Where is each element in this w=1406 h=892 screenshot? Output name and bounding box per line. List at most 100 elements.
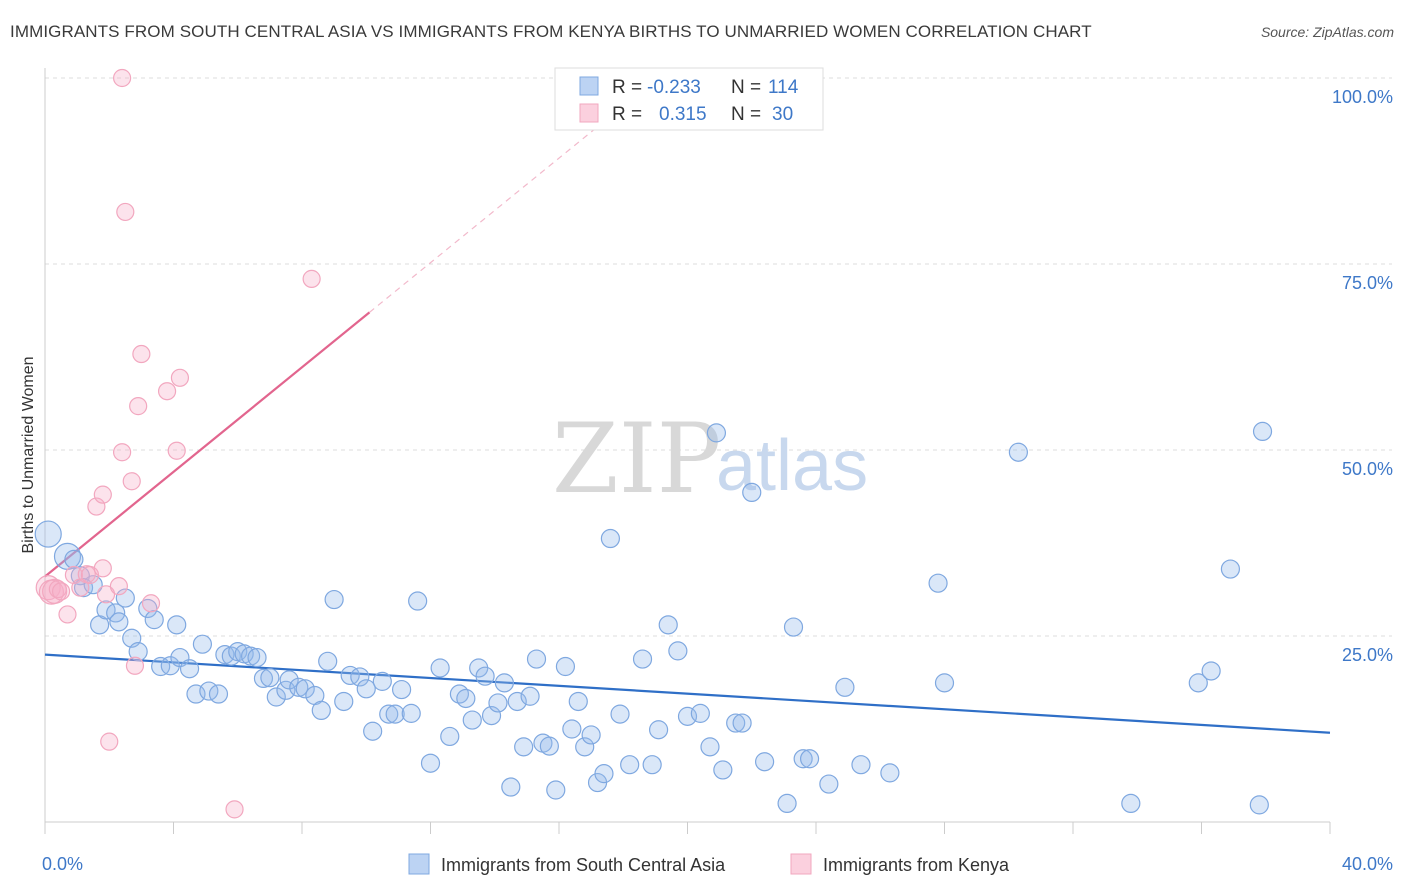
point-sca-102	[880, 763, 900, 783]
point-sca-36	[295, 679, 315, 699]
legend-r-label-1: R =	[612, 77, 642, 98]
point-sca-16	[160, 656, 180, 676]
point-sca-17	[167, 615, 187, 635]
point-sca-39	[318, 651, 338, 671]
point-sca-61	[488, 693, 508, 713]
point-sca-43	[350, 667, 370, 687]
point-sca-90	[713, 760, 733, 780]
point-sca-80	[620, 755, 640, 775]
point-sca-19	[179, 659, 200, 679]
series-kenya	[35, 68, 321, 819]
point-sca-13	[138, 598, 158, 619]
point-sca-50	[401, 703, 421, 723]
point-kenya-17	[116, 202, 135, 222]
point-sca-47	[379, 704, 399, 724]
trendlines	[44, 118, 1331, 734]
point-sca-87	[690, 703, 710, 723]
bottom-legend-label-1: Immigrants from South Central Asia	[441, 855, 726, 875]
point-sca-52	[420, 753, 441, 773]
point-sca-82	[642, 755, 662, 775]
axes	[44, 68, 1331, 834]
legend-n-label-1: N =	[731, 77, 761, 98]
legend-r-label-2: R =	[612, 104, 642, 125]
point-sca-32	[266, 687, 286, 707]
point-sca-2	[64, 549, 84, 569]
y-tick-label-2: 50.0%	[1342, 459, 1393, 479]
point-sca-67	[526, 649, 547, 669]
watermark-atlas: atlas	[716, 426, 868, 506]
point-sca-94	[754, 752, 775, 772]
point-sca-63	[501, 777, 521, 797]
series-legend: Immigrants from South Central Asia Immig…	[408, 853, 1010, 875]
point-sca-84	[658, 615, 678, 635]
point-sca-74	[575, 737, 595, 757]
point-kenya-18	[122, 472, 141, 491]
point-sca-60	[481, 706, 502, 726]
point-sca-101	[851, 755, 871, 775]
point-sca-48	[385, 704, 405, 724]
point-sca-51	[408, 591, 428, 611]
point-sca-96	[783, 617, 804, 637]
point-kenya-16	[112, 443, 132, 462]
series-south-central-asia	[34, 421, 1273, 815]
point-sca-35	[289, 677, 309, 697]
point-sca-75	[581, 725, 601, 745]
point-sca-72	[562, 719, 582, 739]
point-sca-85	[668, 641, 688, 661]
point-sca-98	[799, 749, 820, 769]
point-sca-54	[440, 726, 460, 747]
point-kenya-3	[48, 580, 67, 599]
point-sca-105	[1008, 442, 1028, 462]
point-sca-109	[1220, 559, 1241, 579]
point-sca-95	[777, 793, 797, 814]
point-sca-56	[456, 688, 476, 709]
point-sca-28	[241, 646, 261, 666]
point-sca-30	[253, 668, 274, 689]
point-kenya-15	[109, 577, 128, 596]
point-sca-81	[632, 649, 653, 669]
gridlines	[45, 77, 1392, 637]
point-kenya-13	[96, 585, 116, 604]
point-kenya-27	[302, 269, 321, 288]
point-sca-53	[430, 658, 450, 678]
point-sca-71	[555, 656, 576, 677]
point-sca-77	[594, 764, 614, 784]
point-sca-23	[208, 684, 229, 704]
point-kenya-19	[125, 656, 145, 675]
legend-r-value-2: 0.315	[659, 104, 707, 125]
point-sca-92	[732, 713, 752, 733]
point-sca-91	[726, 713, 746, 733]
point-sca-69	[539, 736, 559, 756]
y-tick-label-0: 100.0%	[1332, 87, 1393, 107]
watermark-zip: ZIP	[552, 403, 721, 515]
point-sca-66	[520, 686, 540, 706]
point-sca-31	[260, 668, 280, 688]
point-sca-106	[1121, 793, 1141, 814]
point-sca-42	[340, 665, 360, 686]
point-sca-93	[742, 482, 762, 503]
point-sca-44	[356, 679, 376, 699]
point-sca-78	[600, 528, 621, 549]
point-sca-100	[835, 677, 855, 697]
point-sca-70	[546, 780, 566, 800]
point-kenya-5	[58, 605, 77, 624]
bottom-legend-swatch-pink	[790, 853, 812, 875]
point-sca-79	[610, 704, 630, 724]
point-sca-104	[934, 673, 955, 693]
legend-n-value-1: 114	[768, 77, 799, 98]
legend-swatch-pink	[579, 103, 599, 123]
point-kenya-20	[129, 397, 148, 416]
point-kenya-4	[51, 582, 71, 601]
point-sca-99	[819, 774, 839, 794]
point-sca-65	[514, 737, 534, 757]
point-sca-88	[700, 737, 720, 757]
point-sca-103	[928, 573, 948, 593]
point-kenya-14	[100, 732, 119, 751]
point-sca-83	[648, 720, 669, 740]
point-sca-89	[706, 423, 727, 443]
trendline-sca	[44, 653, 1331, 734]
point-sca-41	[334, 691, 354, 712]
point-kenya-11	[93, 485, 112, 504]
y-tick-label-1: 75.0%	[1342, 273, 1393, 293]
